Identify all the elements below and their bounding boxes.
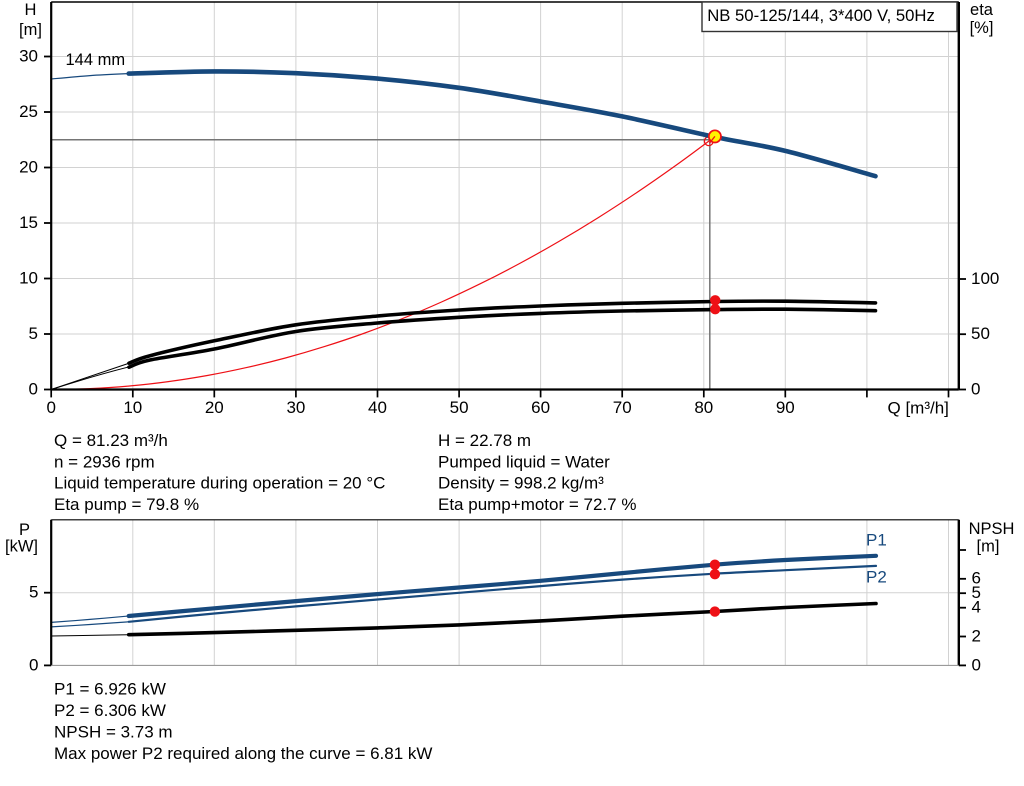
svg-text:90: 90 xyxy=(776,398,795,417)
svg-text:n = 2936 rpm: n = 2936 rpm xyxy=(54,452,155,471)
svg-text:Liquid temperature during oper: Liquid temperature during operation = 20… xyxy=(54,474,385,493)
svg-text:50: 50 xyxy=(450,398,469,417)
svg-text:0: 0 xyxy=(29,379,38,398)
svg-text:0: 0 xyxy=(29,655,38,674)
svg-text:Eta pump+motor = 72.7 %: Eta pump+motor = 72.7 % xyxy=(438,495,636,514)
svg-text:[%]: [%] xyxy=(970,19,994,37)
svg-text:50: 50 xyxy=(971,324,990,343)
svg-text:Q [m³/h]: Q [m³/h] xyxy=(888,398,949,417)
svg-text:15: 15 xyxy=(19,213,38,232)
svg-text:70: 70 xyxy=(613,398,632,417)
svg-text:100: 100 xyxy=(971,269,999,288)
svg-text:P: P xyxy=(19,521,30,539)
svg-text:80: 80 xyxy=(694,398,713,417)
svg-text:5: 5 xyxy=(29,324,38,343)
svg-text:40: 40 xyxy=(368,398,387,417)
svg-text:[m]: [m] xyxy=(977,538,1000,556)
svg-text:30: 30 xyxy=(286,398,305,417)
svg-text:NPSH: NPSH xyxy=(969,520,1015,538)
svg-text:Max power P2 required along th: Max power P2 required along the curve = … xyxy=(54,744,432,763)
svg-text:Density = 998.2 kg/m³: Density = 998.2 kg/m³ xyxy=(438,474,604,493)
svg-text:0: 0 xyxy=(972,655,981,674)
svg-text:P1 = 6.926 kW: P1 = 6.926 kW xyxy=(54,679,166,698)
svg-text:NB 50-125/144, 3*400 V, 50Hz: NB 50-125/144, 3*400 V, 50Hz xyxy=(707,6,935,25)
svg-text:0: 0 xyxy=(46,398,55,417)
svg-text:Pumped liquid = Water: Pumped liquid = Water xyxy=(438,452,610,471)
svg-text:4: 4 xyxy=(972,598,981,617)
svg-text:144 mm: 144 mm xyxy=(66,51,126,69)
svg-text:20: 20 xyxy=(19,157,38,176)
svg-text:eta: eta xyxy=(970,1,994,19)
svg-text:[m]: [m] xyxy=(19,21,42,39)
svg-text:0: 0 xyxy=(971,379,980,398)
svg-text:H: H xyxy=(25,1,37,19)
svg-text:6: 6 xyxy=(972,569,981,588)
svg-text:H = 22.78 m: H = 22.78 m xyxy=(438,431,531,450)
svg-text:5: 5 xyxy=(29,583,38,602)
svg-text:P2 = 6.306 kW: P2 = 6.306 kW xyxy=(54,701,166,720)
svg-text:2: 2 xyxy=(972,626,981,645)
svg-text:25: 25 xyxy=(19,102,38,121)
svg-text:10: 10 xyxy=(123,398,142,417)
svg-text:20: 20 xyxy=(205,398,224,417)
svg-text:P1: P1 xyxy=(866,531,887,550)
svg-text:60: 60 xyxy=(531,398,550,417)
svg-text:[kW]: [kW] xyxy=(5,538,38,556)
svg-text:Eta pump = 79.8 %: Eta pump = 79.8 % xyxy=(54,495,199,514)
svg-text:10: 10 xyxy=(19,268,38,287)
svg-text:30: 30 xyxy=(19,46,38,65)
svg-text:5: 5 xyxy=(972,583,981,602)
svg-text:NPSH = 3.73 m: NPSH = 3.73 m xyxy=(54,722,173,741)
svg-text:Q = 81.23 m³/h: Q = 81.23 m³/h xyxy=(54,431,168,450)
svg-text:P2: P2 xyxy=(866,568,887,587)
